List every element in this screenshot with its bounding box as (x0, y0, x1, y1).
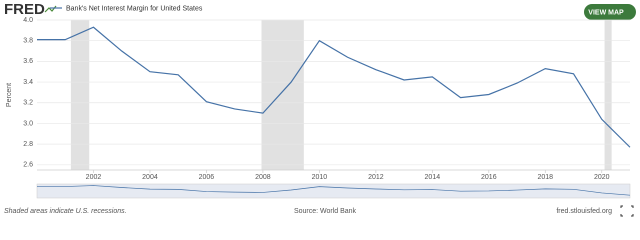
x-tick-label: 2014 (425, 174, 441, 181)
navigator-line (37, 185, 631, 196)
recession (604, 20, 612, 170)
y-tick-label: 3.0 (23, 120, 33, 127)
chart: FRED VIEW MAP Percent Shaded areas indic… (4, 1, 636, 217)
x-tick-label: 2018 (537, 174, 553, 181)
view-map-label[interactable]: VIEW MAP (588, 9, 624, 16)
x-tick-label: 2012 (368, 174, 384, 181)
source: Source: World Bank (294, 208, 357, 215)
page: {"logo": "FRED", "button": "VIEW MAP", "… (4, 0, 636, 217)
recession-note: Shaded areas indicate U.S. recessions. (4, 208, 127, 215)
recession (261, 20, 304, 170)
y-tick-label: 3.8 (23, 38, 33, 45)
y-tick-label: 2.8 (23, 141, 33, 148)
x-tick-label: 2004 (142, 174, 158, 181)
x-tick-label: 2006 (199, 174, 215, 181)
y-tick-label: 3.6 (23, 58, 33, 65)
y-tick-label: 4.0 (23, 17, 33, 24)
navigator[interactable] (36, 183, 631, 199)
x-tick-label: 2010 (312, 174, 328, 181)
series-line (37, 26, 631, 148)
view-map-button[interactable] (584, 4, 636, 20)
y-tick-label: 2.6 (23, 162, 33, 169)
x-tick-label: 2020 (594, 174, 610, 181)
y-tick-label: 3.2 (23, 100, 33, 107)
x-tick-label: 2008 (255, 174, 271, 181)
site: fred.stlouisfed.org (556, 208, 612, 215)
logo-icon (44, 5, 57, 13)
x-tick-label: 2002 (86, 174, 102, 181)
y-tick-label: 3.4 (23, 79, 33, 86)
legend-label: Bank's Net Interest Margin for United St… (66, 5, 203, 12)
y-axis-label: Percent (6, 83, 13, 107)
logo: FRED (4, 1, 45, 18)
fullscreen-icon[interactable] (620, 205, 634, 217)
recession (70, 20, 90, 170)
x-tick-label: 2016 (481, 174, 497, 181)
